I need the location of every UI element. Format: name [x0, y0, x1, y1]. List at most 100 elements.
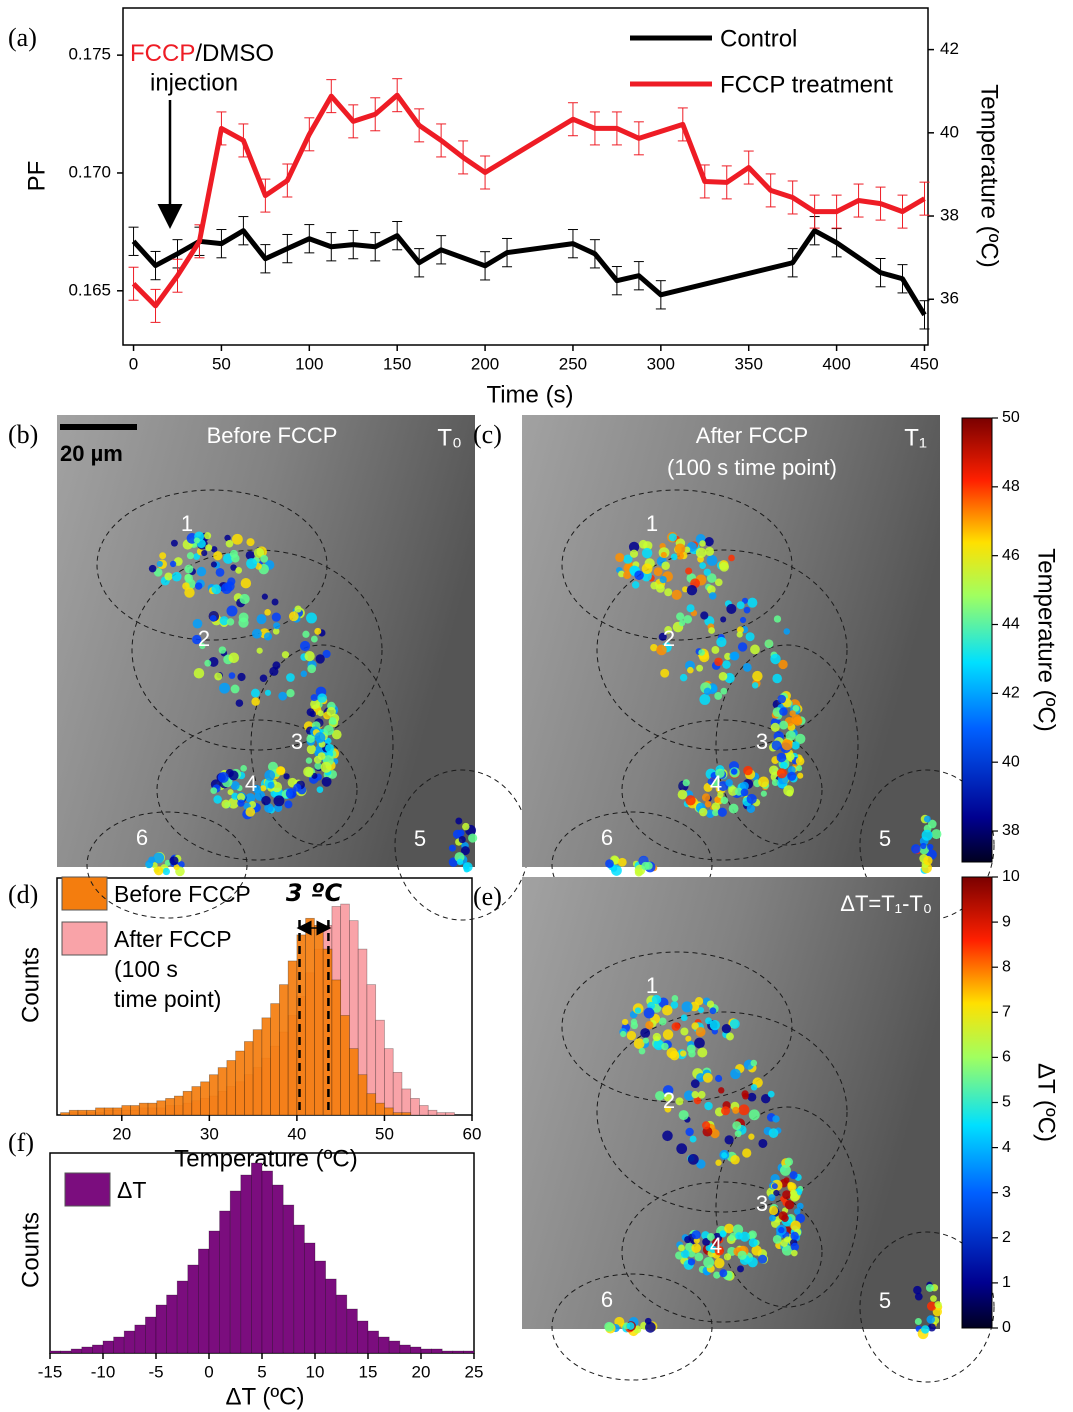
heat-pixel: [210, 561, 217, 568]
x-tick-label: 200: [471, 354, 499, 373]
colorbar-tick-label: 1: [1002, 1274, 1011, 1291]
colorbar-tick-label: 3: [1002, 1184, 1011, 1201]
y2-tick-label: 40: [940, 122, 959, 141]
histogram-bar: [156, 1100, 166, 1116]
heat-pixel: [776, 752, 787, 763]
heat-pixel: [780, 1239, 788, 1247]
heat-pixel: [913, 1285, 922, 1295]
cell-outline: [551, 811, 713, 919]
heat-pixel: [735, 1232, 743, 1240]
heat-pixel: [709, 1020, 720, 1031]
heat-pixel: [224, 534, 231, 542]
heat-pixel: [758, 1138, 768, 1148]
histogram-bar: [86, 1109, 96, 1116]
image-background: [522, 415, 940, 867]
histogram-bar: [272, 1184, 284, 1354]
heat-pixel: [676, 551, 684, 560]
heat-pixel: [251, 688, 260, 698]
heat-pixel: [747, 1257, 758, 1268]
histogram-bar: [123, 1330, 136, 1354]
histogram-bar: [182, 1090, 193, 1116]
histogram-bar: [244, 1041, 254, 1116]
heat-pixel: [644, 1317, 652, 1325]
heat-pixel: [770, 722, 780, 732]
heat-pixel: [718, 1087, 725, 1094]
heat-pixel: [659, 575, 667, 584]
image-title: Before FCCP: [207, 423, 338, 448]
heat-pixel: [676, 1143, 688, 1155]
heat-pixel: [658, 632, 667, 641]
heat-pixel: [680, 1249, 690, 1259]
heat-pixel: [699, 540, 706, 547]
colorbar-tick-label: 50: [1002, 409, 1020, 426]
cell-outline: [561, 489, 793, 641]
histogram-bar: [102, 1340, 114, 1354]
legend-label: After FCCP (100 s time point): [114, 926, 232, 1012]
heat-pixel: [148, 856, 156, 864]
histogram-bar: [349, 1048, 359, 1116]
histogram-bar: [173, 1095, 184, 1116]
heat-pixel: [685, 567, 693, 575]
heat-pixel: [721, 1152, 728, 1159]
heat-pixel: [723, 1253, 732, 1261]
heat-pixel: [704, 1101, 713, 1111]
histogram-bar: [49, 1350, 61, 1354]
heat-pixel: [714, 657, 723, 667]
histogram-bar: [346, 1308, 358, 1354]
heat-pixel: [778, 659, 788, 670]
x-tick-label: 50: [212, 354, 231, 373]
heat-pixel: [768, 1128, 779, 1138]
heat-pixel: [706, 554, 718, 566]
heat-pixel: [615, 552, 625, 563]
heat-pixel: [245, 550, 255, 560]
histogram-bar: [384, 1107, 394, 1116]
heat-pixel: [764, 639, 774, 649]
histogram-bar: [229, 1190, 242, 1354]
heat-pixel: [914, 1292, 923, 1301]
heat-pixel: [771, 740, 782, 751]
heat-pixel: [782, 1190, 792, 1200]
heat-pixel: [778, 1226, 785, 1234]
heat-pixel: [706, 585, 716, 594]
heat-pixel: [321, 776, 332, 787]
cell-label: 4: [710, 1233, 722, 1258]
heat-pixel: [712, 809, 719, 817]
heat-pixel: [229, 549, 238, 558]
cell-label: 6: [136, 825, 148, 850]
histogram-bar: [252, 1029, 263, 1116]
histogram-bar: [240, 1174, 252, 1354]
heat-pixel: [154, 866, 164, 876]
micrograph: 1 2 3 4 5 6 Before FCCP T₀ 20 µm: [57, 415, 530, 921]
heat-pixel: [721, 1024, 732, 1034]
heat-pixel: [784, 1157, 794, 1166]
heat-pixel: [239, 593, 250, 605]
heat-pixel: [186, 552, 195, 560]
histogram-bar: [463, 1350, 475, 1354]
colorbar: [961, 417, 993, 863]
histogram-bar: [92, 1344, 104, 1354]
heat-pixel: [691, 1091, 699, 1099]
heat-pixel: [260, 785, 267, 792]
y2-tick-label: 38: [940, 206, 959, 225]
heat-pixel: [226, 618, 235, 626]
heat-pixel: [252, 784, 261, 794]
heat-pixel: [737, 642, 748, 652]
heat-pixel: [776, 768, 787, 779]
heat-pixel: [630, 1021, 639, 1030]
cell-outline: [621, 719, 823, 861]
histogram-bar: [219, 1210, 231, 1354]
heat-pixel: [626, 1030, 637, 1041]
heat-pixel: [773, 1189, 780, 1197]
heat-pixel: [783, 628, 791, 635]
heat-pixel: [208, 656, 219, 667]
heat-pixel: [148, 564, 157, 573]
cell-outline: [86, 811, 248, 919]
heat-pixel: [256, 647, 263, 654]
cell-outline: [561, 951, 793, 1103]
legend-label: FCCP treatment: [720, 71, 893, 98]
heat-pixel: [740, 781, 749, 791]
heat-pixel: [686, 604, 695, 613]
heat-pixel: [192, 618, 203, 629]
heat-pixel: [306, 734, 315, 743]
heat-pixel: [702, 1237, 711, 1246]
